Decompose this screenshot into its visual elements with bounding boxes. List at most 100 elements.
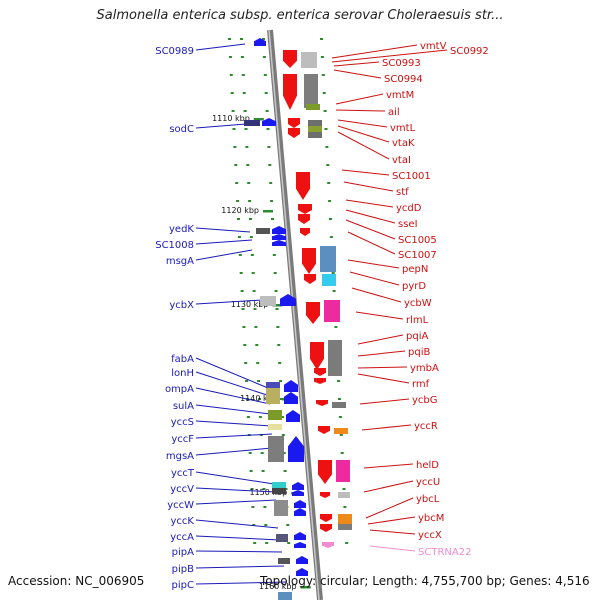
gene-label-left[interactable]: ompA [165,384,194,395]
gene-label-right[interactable]: stf [396,187,409,198]
gene-box[interactable] [274,500,288,516]
gene-label-left[interactable]: lonH [171,368,194,379]
gene-arrow-forward[interactable] [272,226,286,234]
gene-label-left[interactable]: fabA [171,354,194,365]
gene-arrow-reverse[interactable] [298,204,312,214]
gene-label-right[interactable]: helD [416,460,439,471]
gene-label-right[interactable]: pyrD [402,281,426,292]
gene-label-left[interactable]: ycbX [169,300,194,311]
gene-box[interactable] [268,424,282,430]
gene-label-right[interactable]: SC1001 [392,171,431,182]
gene-arrow-forward[interactable] [288,436,304,462]
gene-arrow-reverse[interactable] [318,460,332,484]
gene-arrow-forward[interactable] [294,532,306,540]
gene-arrow-reverse[interactable] [300,228,310,236]
gene-arrow-reverse[interactable] [288,118,300,128]
gene-box[interactable] [322,274,336,286]
gene-label-right[interactable]: ymbA [410,363,439,374]
gene-box[interactable] [272,482,286,488]
gene-arrow-reverse[interactable] [288,128,300,138]
gene-arrow-forward[interactable] [254,38,266,46]
gene-box[interactable] [336,460,350,482]
gene-label-right[interactable]: pqiA [406,331,428,342]
gene-arrow-reverse[interactable] [302,248,316,274]
gene-label-left[interactable]: yccW [167,500,194,511]
gene-arrow-reverse[interactable] [306,302,320,324]
gene-label-left[interactable]: yccT [171,468,195,479]
gene-box[interactable] [260,296,276,306]
gene-label-right[interactable]: pqiB [408,347,430,358]
gene-arrow-reverse[interactable] [283,50,297,68]
gene-label-right[interactable]: rlmL [406,315,429,326]
gene-arrow-forward[interactable] [294,500,306,508]
gene-box[interactable] [266,388,280,404]
gene-arrow-forward[interactable] [294,508,306,516]
gene-arrow-reverse[interactable] [320,492,330,498]
gene-arrow-reverse[interactable] [314,378,326,384]
gene-arrow-forward[interactable] [280,294,296,306]
gene-label-left[interactable]: yccK [171,516,195,527]
gene-label-right[interactable]: ail [388,107,400,118]
gene-label-left[interactable]: msgA [166,256,194,267]
gene-arrow-forward[interactable] [294,542,306,548]
gene-label-right[interactable]: yccU [416,477,440,488]
gene-label-left[interactable]: pipC [172,580,194,591]
gene-arrow-forward[interactable] [262,118,276,126]
gene-box[interactable] [276,534,288,542]
gene-label-left[interactable]: pipA [172,547,194,558]
gene-label-right[interactable]: SC0993 [382,58,421,69]
gene-label-left[interactable]: pipB [172,564,194,575]
gene-box[interactable] [338,492,350,498]
gene-label-left[interactable]: yccA [170,532,194,543]
gene-label-right[interactable]: ycbW [404,298,432,309]
gene-label-left[interactable]: yccS [171,417,194,428]
gene-label-right[interactable]: vmtL [390,123,416,134]
gene-box[interactable] [268,436,284,462]
gene-label-right[interactable]: yccR [414,421,438,432]
gene-box[interactable] [272,488,286,494]
gene-box[interactable] [328,340,342,376]
gene-label-left[interactable]: yccF [171,434,194,445]
gene-arrow-forward[interactable] [296,568,308,576]
gene-arrow-reverse[interactable] [298,214,310,224]
gene-arrow-reverse[interactable] [314,368,326,376]
gene-arrow-reverse[interactable] [310,342,324,370]
gene-label-right[interactable]: pepN [402,264,428,275]
gene-box[interactable] [256,228,270,234]
gene-box[interactable] [334,428,348,434]
gene-label-left[interactable]: sodC [169,124,194,135]
gene-label-right[interactable]: vtaK [392,138,415,149]
gene-box[interactable] [266,382,280,388]
gene-arrow-reverse[interactable] [296,172,310,200]
gene-arrow-reverse[interactable] [320,514,332,522]
gene-arrow-reverse[interactable] [320,524,332,532]
gene-label-right[interactable]: ybcM [418,513,444,524]
gene-box[interactable] [244,120,260,126]
gene-label-right[interactable]: yccX [418,530,442,541]
gene-box[interactable] [308,126,322,132]
gene-box[interactable] [301,52,317,68]
gene-label-right[interactable]: SC0994 [384,74,423,85]
gene-box[interactable] [278,558,290,564]
gene-label-right[interactable]: vmtM [386,90,414,101]
gene-arrow-forward[interactable] [272,240,286,246]
gene-arrow-forward[interactable] [292,490,304,496]
gene-label-right[interactable]: SC1007 [398,250,437,261]
gene-label-right[interactable]: ycdD [396,203,422,214]
gene-box[interactable] [278,592,292,600]
gene-label-right[interactable]: sseI [398,219,418,230]
rna-arrow[interactable] [322,542,334,548]
gene-arrow-reverse[interactable] [316,400,328,406]
gene-label-right[interactable]: rmf [412,379,430,390]
gene-label-left[interactable]: yedK [169,224,194,235]
gene-label-left[interactable]: sulA [173,401,194,412]
gene-arrow-forward[interactable] [296,556,308,564]
gene-arrow-forward[interactable] [286,410,300,422]
gene-arrow-reverse[interactable] [283,74,297,110]
gene-box[interactable] [332,402,346,408]
gene-arrow-forward[interactable] [272,234,286,240]
gene-label-left[interactable]: yccV [170,484,194,495]
gene-box[interactable] [320,246,336,272]
gene-arrow-forward[interactable] [284,392,298,404]
